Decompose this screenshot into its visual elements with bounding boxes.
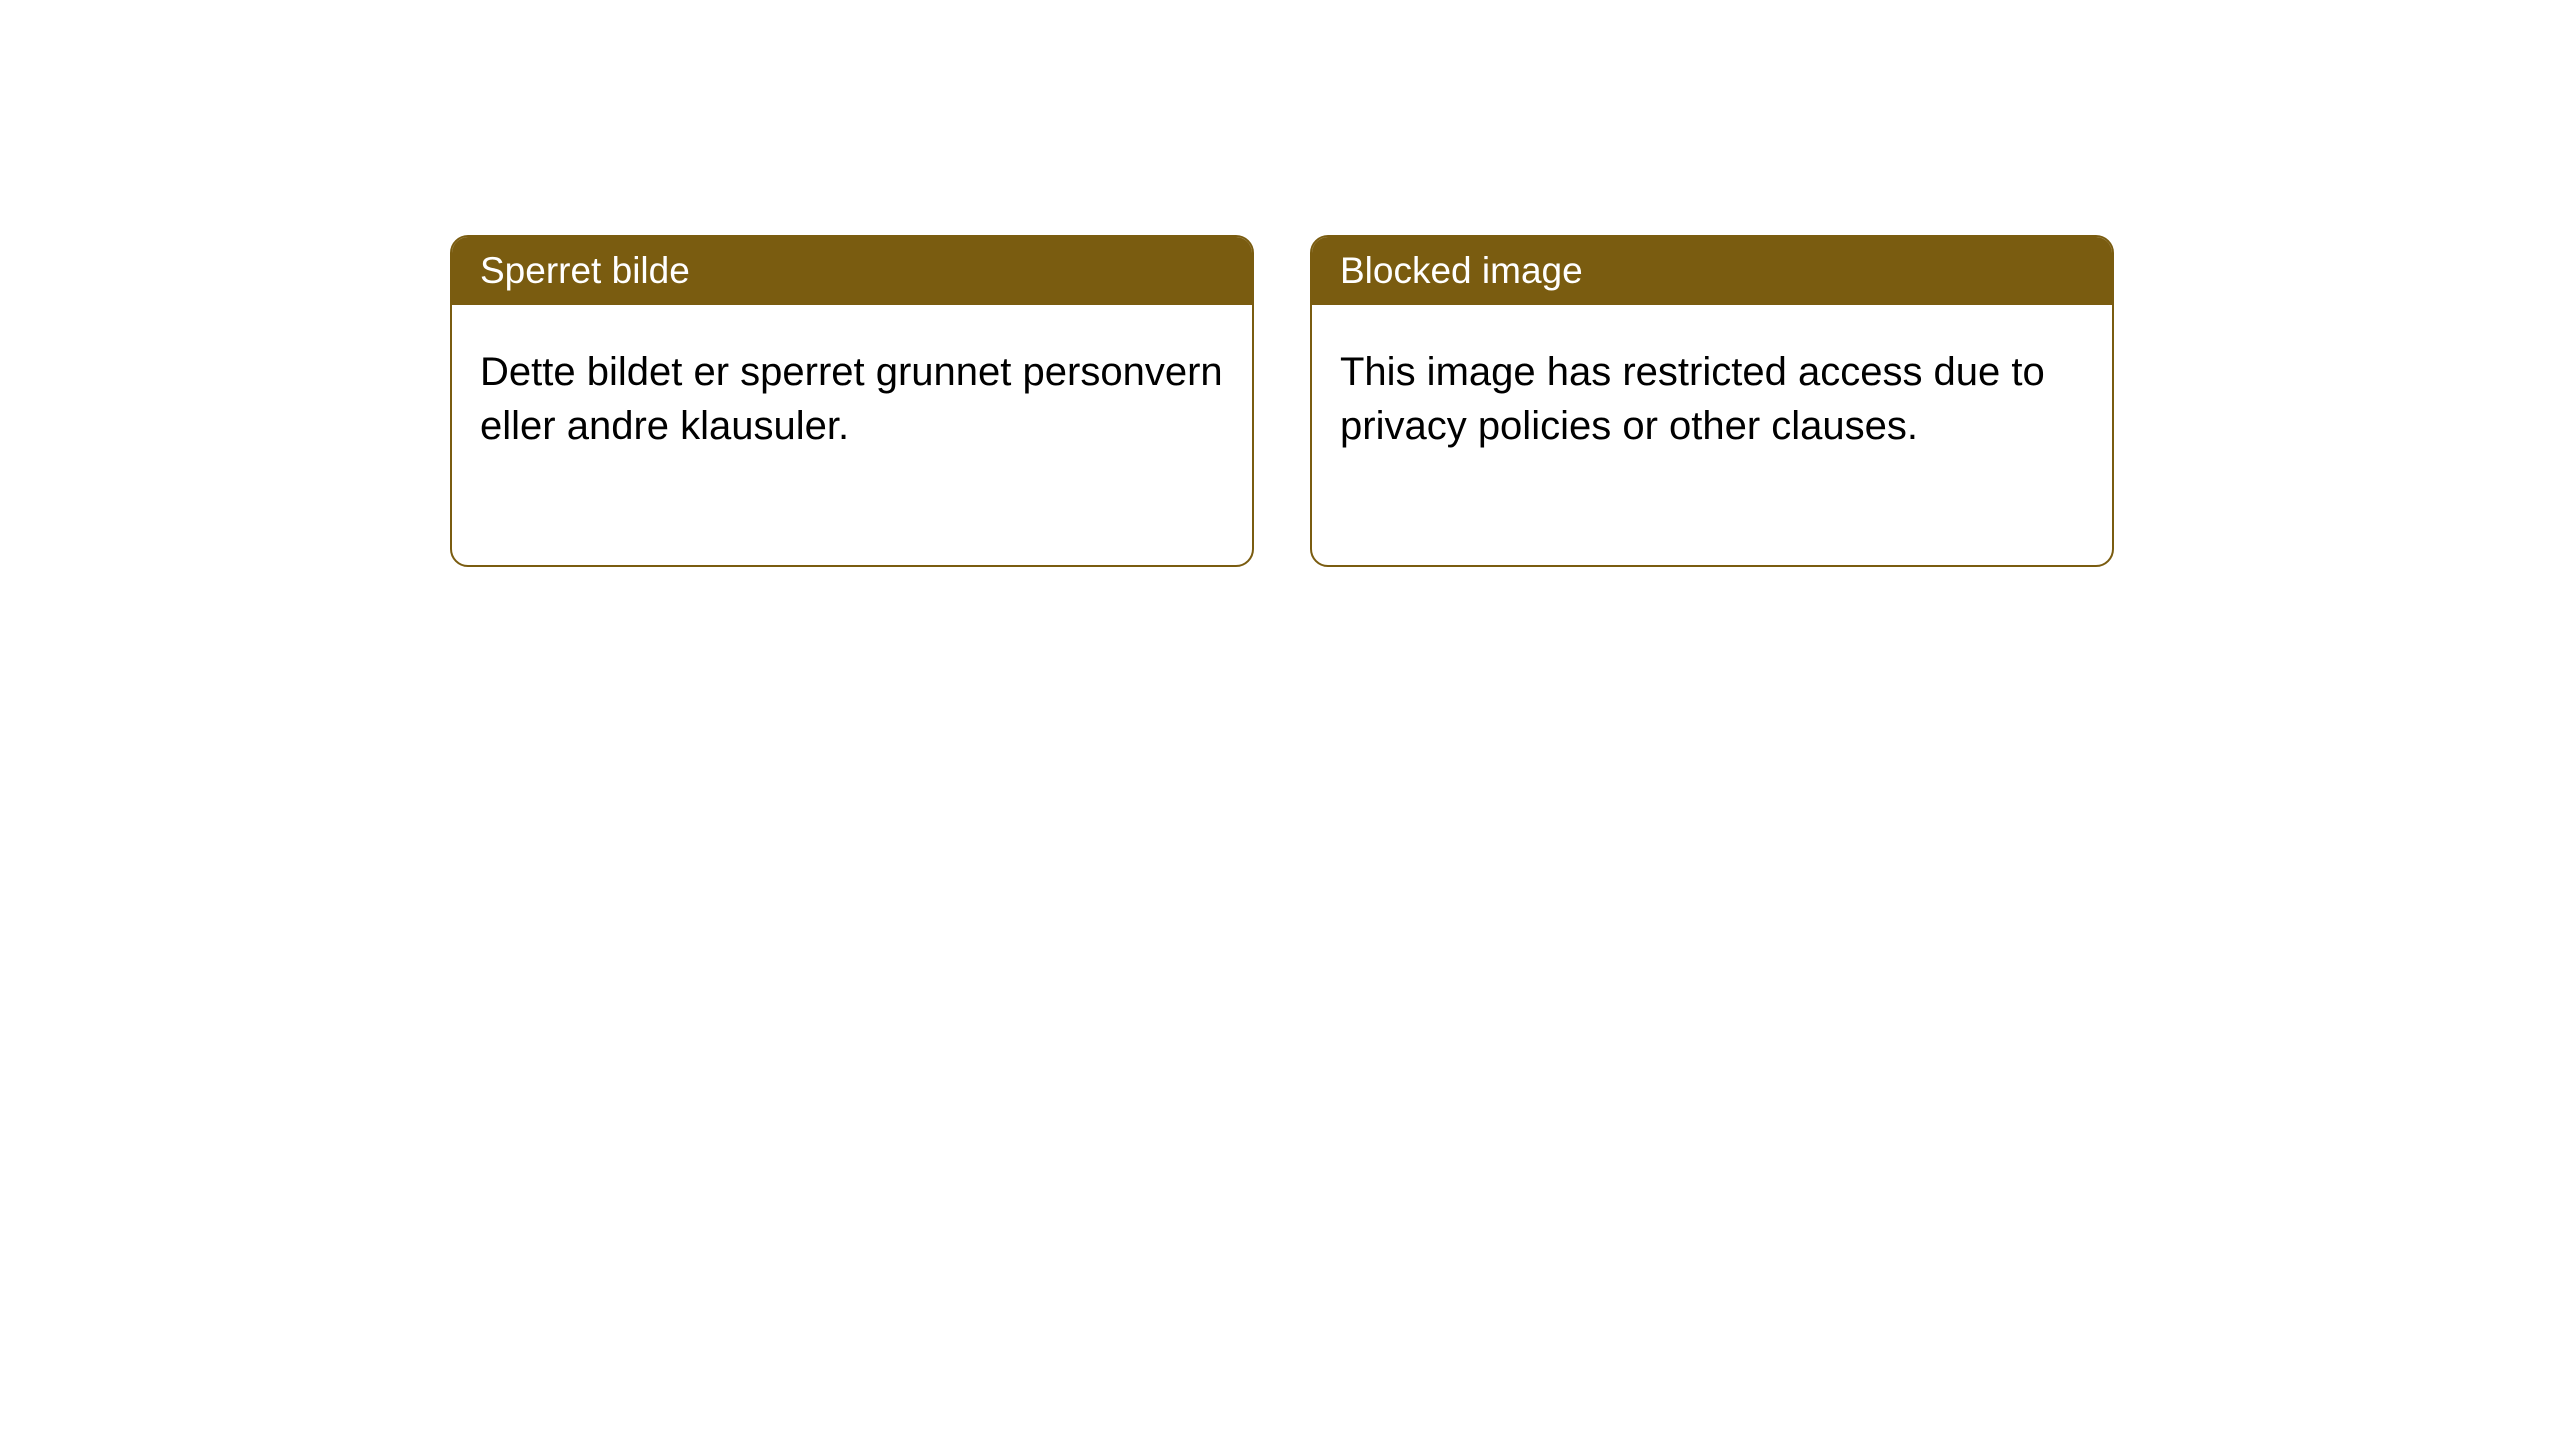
notice-card-english: Blocked image This image has restricted … — [1310, 235, 2114, 567]
card-title: Blocked image — [1340, 250, 1583, 291]
card-body: Dette bildet er sperret grunnet personve… — [452, 305, 1252, 565]
notice-container: Sperret bilde Dette bildet er sperret gr… — [450, 235, 2114, 567]
card-body-text: Dette bildet er sperret grunnet personve… — [480, 350, 1223, 448]
card-header: Sperret bilde — [452, 237, 1252, 305]
notice-card-norwegian: Sperret bilde Dette bildet er sperret gr… — [450, 235, 1254, 567]
card-body: This image has restricted access due to … — [1312, 305, 2112, 565]
card-body-text: This image has restricted access due to … — [1340, 350, 2045, 448]
card-title: Sperret bilde — [480, 250, 690, 291]
card-header: Blocked image — [1312, 237, 2112, 305]
